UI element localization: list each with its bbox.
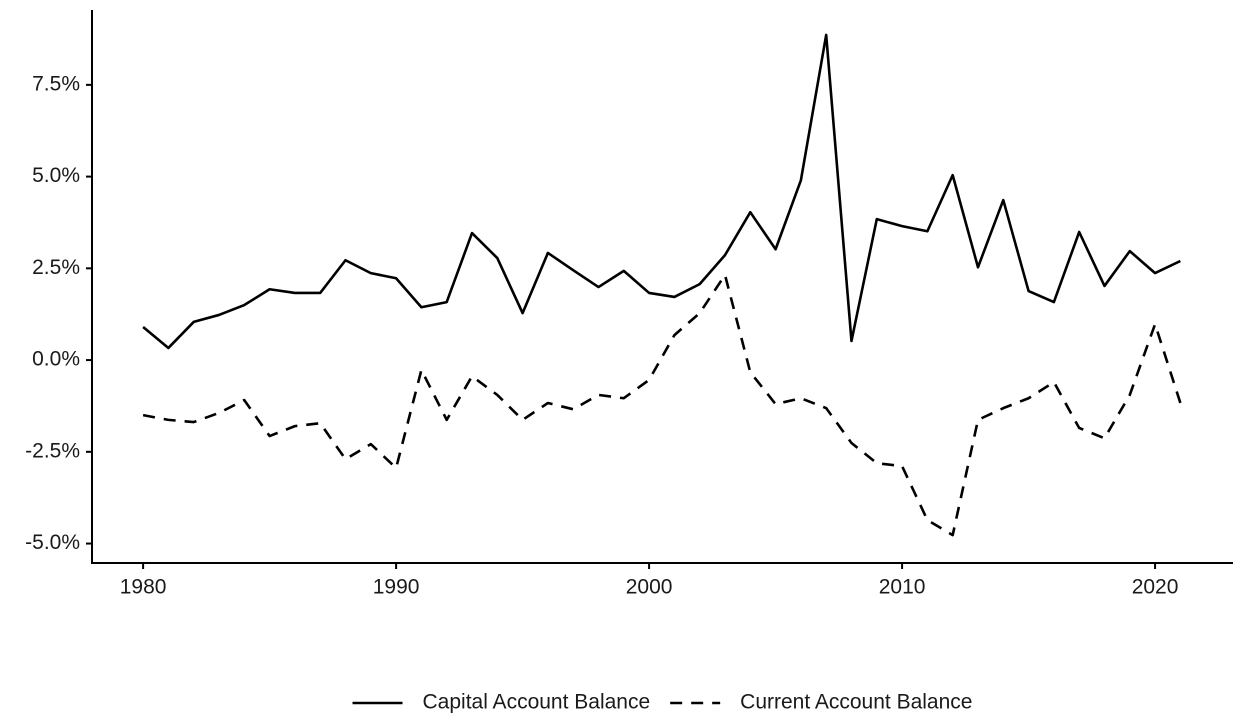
y-tick-label: -2.5% <box>25 439 80 462</box>
x-tick-label: 1980 <box>120 576 167 599</box>
series-line <box>142 33 1181 350</box>
y-tick-label: 0.0% <box>32 348 80 371</box>
y-tick-label: 2.5% <box>32 256 80 279</box>
series-line <box>142 273 1182 537</box>
legend-label: Current Account Balance <box>740 691 972 713</box>
x-tick-label: 1990 <box>373 576 420 599</box>
y-tick-label: 7.5% <box>32 72 80 95</box>
x-tick-label: 2020 <box>1132 576 1179 599</box>
y-tick-label: 5.0% <box>32 164 80 187</box>
y-tick-label: -5.0% <box>25 531 80 554</box>
x-tick-label: 2000 <box>626 576 673 599</box>
x-tick-label: 2010 <box>879 576 926 599</box>
legend-label: Capital Account Balance <box>423 691 651 713</box>
